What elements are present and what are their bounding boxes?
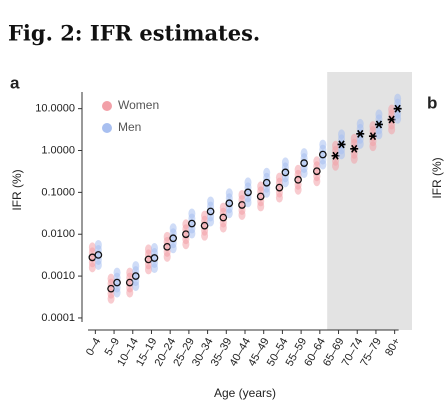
estimate-circle xyxy=(169,234,178,243)
estimate-circle xyxy=(312,167,321,176)
estimate-point xyxy=(350,133,359,164)
y-tick-label: 10.0000 xyxy=(35,103,75,115)
estimate-point xyxy=(294,164,302,195)
y-tick-label: 0.0100 xyxy=(41,228,75,240)
x-tick-label: 80+ xyxy=(383,336,403,358)
estimate-circle xyxy=(219,213,228,222)
estimate-point xyxy=(275,172,284,203)
estimate-circle xyxy=(262,178,271,187)
estimate-point xyxy=(281,157,290,188)
estimate-point xyxy=(131,261,140,292)
estimate-point xyxy=(225,188,234,219)
y-tick-label: 0.0010 xyxy=(41,270,75,282)
estimate-point xyxy=(300,148,308,179)
estimate-circle xyxy=(256,192,265,201)
estimate-circle xyxy=(281,168,290,177)
estimate-asterisk xyxy=(356,129,365,138)
estimate-point xyxy=(337,129,346,160)
estimate-circle xyxy=(275,183,284,192)
estimate-asterisk xyxy=(337,140,346,149)
y-tick-label: 0.1000 xyxy=(41,186,75,198)
estimate-asterisk xyxy=(350,144,359,153)
legend-swatch xyxy=(102,123,112,133)
legend-swatch xyxy=(102,101,112,111)
estimate-circle xyxy=(300,159,308,167)
legend-label: Men xyxy=(118,120,141,134)
estimate-point xyxy=(113,267,121,298)
estimate-asterisk xyxy=(374,120,383,129)
estimate-point xyxy=(374,109,383,140)
estimate-circle xyxy=(94,251,103,259)
estimate-point xyxy=(219,202,228,233)
estimate-circle xyxy=(131,272,140,280)
figure-title: Fig. 2: IFR estimates. xyxy=(8,21,260,46)
y-tick-label: 0.0001 xyxy=(41,312,75,324)
y-tick-label: 1.0000 xyxy=(41,144,75,156)
estimate-circle xyxy=(150,254,159,262)
estimate-point xyxy=(238,189,246,220)
estimate-point xyxy=(387,104,396,135)
estimate-point xyxy=(206,196,215,227)
x-axis-title: Age (years) xyxy=(214,386,276,400)
estimate-point xyxy=(318,139,327,170)
estimate-point xyxy=(94,239,103,270)
x-tick-label: 0–4 xyxy=(84,336,104,358)
estimate-point xyxy=(312,156,321,187)
estimate-circle xyxy=(318,150,327,159)
estimate-circle xyxy=(294,175,302,184)
estimate-point xyxy=(244,177,252,208)
estimate-circle xyxy=(188,219,196,228)
estimate-point xyxy=(188,208,196,239)
estimate-point xyxy=(125,267,134,298)
estimate-point xyxy=(182,219,190,250)
panel-label: b xyxy=(427,93,437,112)
y-axis-title: IFR (%) xyxy=(10,169,24,210)
estimate-point xyxy=(331,140,340,171)
estimate-circle xyxy=(244,188,252,197)
estimate-point xyxy=(262,167,271,198)
estimate-point xyxy=(393,93,402,124)
estimate-point xyxy=(356,118,365,149)
estimate-point xyxy=(256,181,265,212)
estimate-circle xyxy=(225,199,234,208)
panel-label: a xyxy=(10,73,20,92)
estimate-point xyxy=(150,243,159,274)
estimate-circle xyxy=(206,207,215,216)
estimate-point xyxy=(107,273,115,304)
y-axis-title: IFR (%) xyxy=(430,157,444,198)
estimate-circle xyxy=(113,278,121,287)
estimate-point xyxy=(169,223,178,254)
estimate-point xyxy=(200,210,209,241)
estimate-asterisk xyxy=(393,104,402,113)
estimate-point xyxy=(163,231,172,262)
estimate-asterisk xyxy=(368,132,377,141)
legend-label: Women xyxy=(118,98,159,112)
estimate-point xyxy=(368,121,377,152)
estimate-point xyxy=(88,242,97,273)
estimate-circle xyxy=(200,221,209,230)
